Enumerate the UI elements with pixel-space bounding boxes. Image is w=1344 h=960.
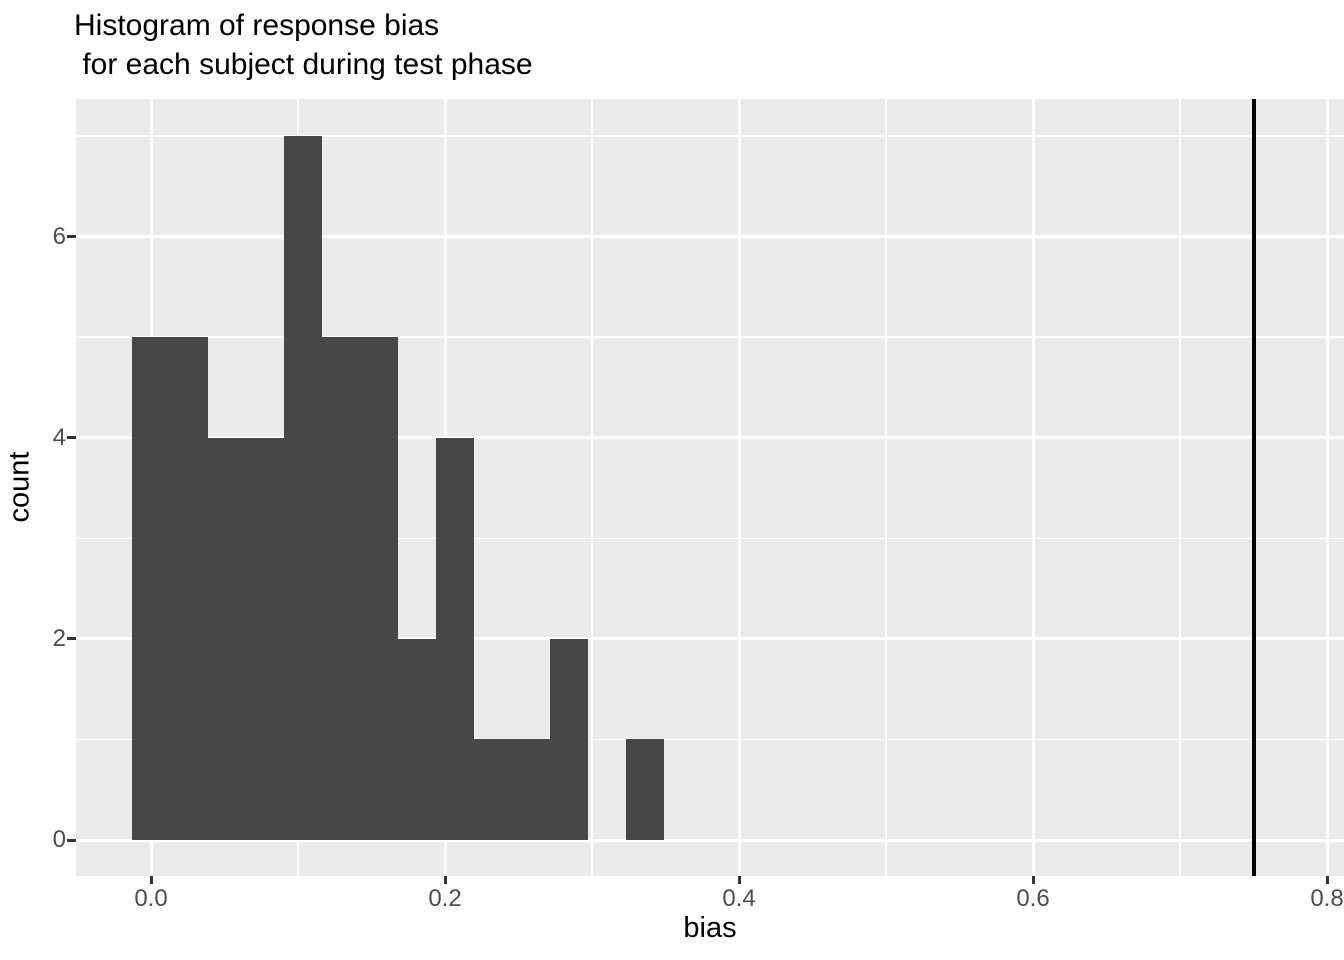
gridline-minor-y — [76, 738, 1344, 741]
histogram-bar — [512, 739, 551, 840]
gridline-major-y — [76, 838, 1344, 842]
x-tick-mark — [1325, 876, 1329, 884]
x-tick-label: 0.0 — [134, 885, 168, 912]
y-tick-mark — [67, 235, 76, 239]
y-tick-label: 6 — [52, 222, 66, 250]
gridline-major-x — [1325, 99, 1329, 876]
plot-title: Histogram of response bias for each subj… — [74, 6, 533, 84]
y-tick-mark — [67, 637, 76, 641]
gridline-minor-y — [76, 135, 1344, 137]
x-tick-mark — [443, 876, 447, 884]
y-axis-title-text: count — [3, 451, 36, 523]
histogram-bar — [283, 136, 322, 840]
histogram-bar — [322, 337, 361, 840]
x-tick-mark — [149, 876, 153, 884]
x-tick-label: 0.4 — [722, 885, 756, 912]
gridline-major-y — [76, 637, 1344, 641]
x-tick-mark — [1031, 876, 1035, 884]
y-tick-label: 0 — [52, 826, 66, 853]
histogram-bar — [170, 337, 209, 840]
histogram-bar — [360, 337, 399, 840]
x-tick-label: 0.8 — [1310, 885, 1344, 912]
y-tick-mark — [67, 436, 76, 440]
gridline-minor-x — [885, 99, 887, 876]
reference-vline — [1251, 99, 1256, 876]
histogram-bar — [131, 337, 170, 840]
gridline-major-x — [1031, 99, 1035, 876]
histogram-bar — [207, 437, 246, 840]
histogram-bar — [398, 638, 437, 840]
y-tick-mark — [67, 838, 76, 842]
gridline-major-x — [737, 99, 741, 876]
x-tick-label: 0.2 — [428, 885, 462, 912]
histogram-bar — [436, 437, 475, 840]
histogram-bar — [626, 739, 665, 840]
y-tick-label: 2 — [52, 624, 66, 652]
gridline-minor-x — [591, 99, 593, 876]
y-tick-label: 4 — [52, 423, 66, 451]
gridline-minor-y — [76, 537, 1344, 540]
gridline-minor-x — [1179, 99, 1181, 876]
histogram-bar — [550, 638, 589, 840]
gridline-major-y — [76, 235, 1344, 239]
x-axis-title: bias — [683, 912, 737, 944]
x-tick-label: 0.6 — [1016, 885, 1050, 912]
histogram-bar — [474, 739, 513, 840]
plot-title-line2: for each subject during test phase — [74, 48, 533, 81]
gridline-major-y — [76, 436, 1344, 440]
gridline-minor-y — [76, 336, 1344, 338]
x-tick-mark — [737, 876, 741, 884]
plot-title-line1: Histogram of response bias — [74, 9, 440, 42]
histogram-bar — [246, 437, 285, 840]
